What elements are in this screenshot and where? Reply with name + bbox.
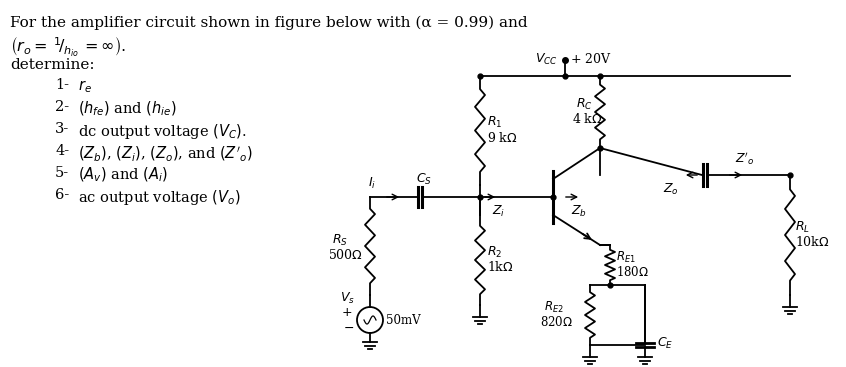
Text: $R_S$: $R_S$ xyxy=(332,232,348,248)
Text: $C_S$: $C_S$ xyxy=(416,171,432,186)
Text: $Z'_o$: $Z'_o$ xyxy=(735,151,755,167)
Text: $R_C$: $R_C$ xyxy=(576,97,593,112)
Text: $(h_{fe})$ and $(h_{ie})$: $(h_{fe})$ and $(h_{ie})$ xyxy=(78,100,177,119)
Text: For the amplifier circuit shown in figure below with (α = 0.99) and: For the amplifier circuit shown in figur… xyxy=(10,16,528,30)
Text: 1-: 1- xyxy=(55,78,69,92)
Text: 4-: 4- xyxy=(55,144,69,158)
Text: determine:: determine: xyxy=(10,58,95,72)
Text: $R_L$: $R_L$ xyxy=(795,219,810,235)
Text: 6-: 6- xyxy=(55,188,69,202)
Text: 1k$\Omega$: 1k$\Omega$ xyxy=(487,260,514,274)
Text: dc output voltage $(V_C)$.: dc output voltage $(V_C)$. xyxy=(78,122,247,141)
Text: 2-: 2- xyxy=(55,100,69,114)
Text: $R_2$: $R_2$ xyxy=(487,244,503,259)
Text: 500$\Omega$: 500$\Omega$ xyxy=(328,248,363,262)
Text: $Z_o$: $Z_o$ xyxy=(663,181,678,197)
Text: 50mV: 50mV xyxy=(386,313,420,327)
Text: $V_{CC}$: $V_{CC}$ xyxy=(535,51,558,66)
Text: 3-: 3- xyxy=(55,122,69,136)
Text: $C_E$: $C_E$ xyxy=(657,335,673,350)
Text: $R_{E1}$: $R_{E1}$ xyxy=(616,250,636,265)
Text: +: + xyxy=(342,305,353,319)
Text: 9 k$\Omega$: 9 k$\Omega$ xyxy=(487,131,518,145)
Text: 4 k$\Omega$: 4 k$\Omega$ xyxy=(572,112,602,126)
Text: $R_{E2}$: $R_{E2}$ xyxy=(544,299,563,315)
Text: $V_s$: $V_s$ xyxy=(340,290,355,306)
Text: 820$\Omega$: 820$\Omega$ xyxy=(540,315,573,329)
Text: $\left(r_o = \,{}^{1}\!/_{h_{io}}\, = \infty\right).$: $\left(r_o = \,{}^{1}\!/_{h_{io}}\, = \i… xyxy=(10,36,126,59)
Text: $R_1$: $R_1$ xyxy=(487,115,503,130)
Text: 180$\Omega$: 180$\Omega$ xyxy=(616,265,649,279)
Text: $I_i$: $I_i$ xyxy=(368,175,376,190)
Text: $Z_i$: $Z_i$ xyxy=(492,203,505,219)
Text: 10k$\Omega$: 10k$\Omega$ xyxy=(795,235,830,249)
Text: $+$ 20V: $+$ 20V xyxy=(570,52,612,66)
Text: $(Z_b)$, $(Z_i)$, $(Z_o)$, and $(Z'_o)$: $(Z_b)$, $(Z_i)$, $(Z_o)$, and $(Z'_o)$ xyxy=(78,144,253,163)
Text: $Z_b$: $Z_b$ xyxy=(571,203,587,219)
Text: $r_e$: $r_e$ xyxy=(78,78,92,95)
Text: $(A_v)$ and $(A_i)$: $(A_v)$ and $(A_i)$ xyxy=(78,166,168,184)
Text: ac output voltage $(V_o)$: ac output voltage $(V_o)$ xyxy=(78,188,241,207)
Text: 5-: 5- xyxy=(55,166,69,180)
Text: −: − xyxy=(344,321,354,334)
